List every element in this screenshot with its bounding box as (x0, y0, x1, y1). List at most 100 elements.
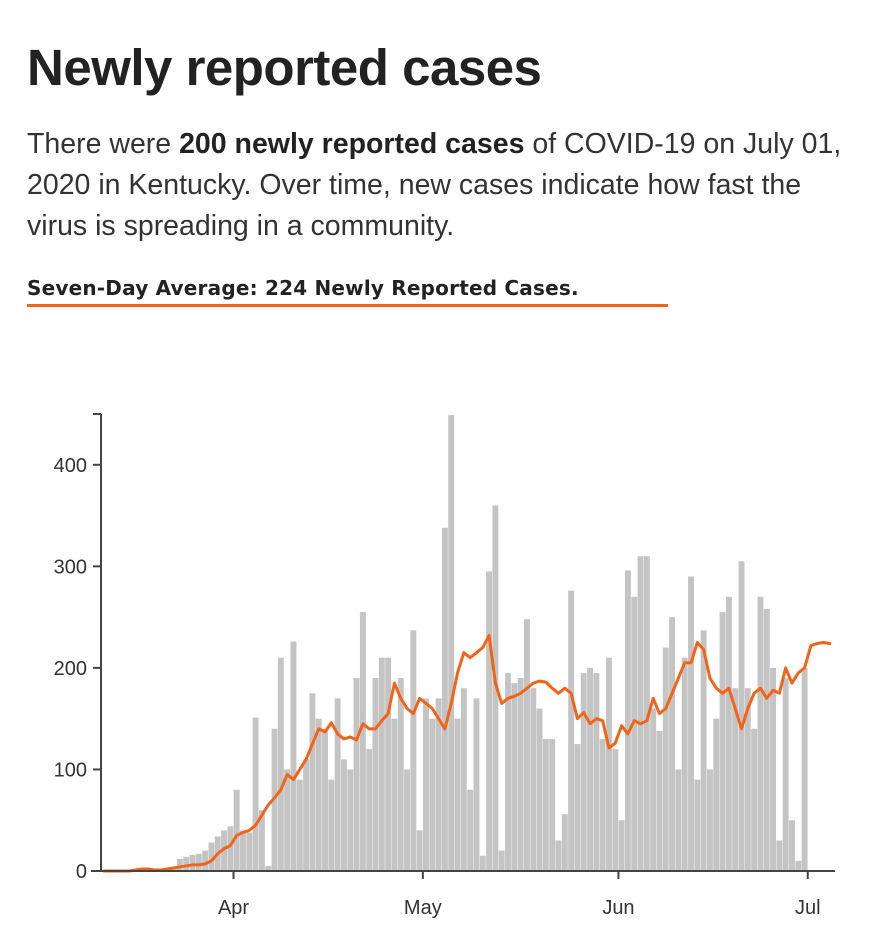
bar (258, 810, 265, 871)
bar (353, 678, 360, 871)
bar (423, 698, 429, 871)
seven-day-average-label: Seven-Day Average: 224 Newly Reported Ca… (27, 276, 579, 300)
bar (624, 570, 631, 871)
bar (542, 738, 549, 871)
bar (523, 619, 530, 871)
average-line (102, 633, 832, 873)
bar (713, 718, 720, 871)
bar (189, 854, 196, 871)
bar (631, 596, 638, 871)
bar (511, 683, 518, 871)
bar (669, 617, 676, 871)
bar (309, 693, 316, 871)
bar (277, 657, 284, 871)
bar (252, 717, 259, 871)
bar (662, 647, 669, 871)
summary-part-1: There were (27, 128, 180, 160)
bar (492, 505, 499, 871)
bar (700, 630, 707, 871)
bar (486, 571, 493, 871)
bar (233, 789, 240, 871)
bar (246, 832, 253, 871)
bar (290, 641, 297, 871)
bar (410, 630, 417, 871)
bar (795, 860, 802, 871)
bar (176, 858, 183, 871)
bar (378, 657, 385, 871)
bar (587, 667, 594, 871)
y-tick-label: 100 (54, 759, 87, 781)
bar (599, 738, 606, 871)
bar (694, 779, 701, 871)
bar (580, 672, 587, 871)
bar (328, 779, 335, 871)
average-line-series (102, 633, 832, 873)
bar (347, 769, 354, 871)
bar (789, 820, 795, 871)
summary-highlight: 200 newly reported cases (179, 128, 525, 160)
bar (315, 718, 322, 871)
bar (782, 678, 789, 871)
bar (568, 590, 575, 871)
bar (366, 749, 373, 871)
page-title: Newly reported cases (27, 39, 542, 96)
y-tick-label: 0 (76, 861, 87, 883)
bar (517, 678, 524, 871)
bar (397, 678, 404, 871)
chart-axes: 0 100 200 300 400 Apr May Jun Jul (54, 413, 835, 919)
bar (221, 830, 228, 871)
bar (763, 608, 770, 871)
summary-part-2: of COVID-19 on July 01, 2020 in Kentucky… (27, 128, 842, 242)
bar (561, 814, 568, 871)
bar (738, 561, 745, 871)
bar (681, 657, 688, 871)
y-tick-label: 200 (54, 658, 87, 680)
bar (593, 672, 600, 871)
bar (265, 865, 272, 871)
bar (549, 738, 556, 871)
bar (473, 698, 480, 871)
bar (340, 759, 347, 871)
bar (505, 672, 511, 871)
x-tick-label: Apr (218, 897, 249, 919)
bar (479, 855, 486, 871)
bar (391, 718, 398, 871)
bar (744, 688, 751, 871)
bar (303, 759, 310, 871)
bar (656, 730, 663, 871)
bar (706, 769, 713, 871)
bar (555, 840, 562, 871)
bar (441, 527, 448, 871)
bar (385, 657, 392, 871)
x-tick-label: Jul (795, 897, 821, 919)
bar (435, 698, 442, 871)
bar (454, 718, 461, 871)
bar (240, 830, 246, 871)
bar (606, 657, 612, 871)
bar (404, 769, 411, 871)
x-tick-label: Jun (602, 897, 634, 919)
bar-series (132, 415, 808, 871)
bar (429, 718, 436, 871)
bar (675, 769, 682, 871)
bar (498, 850, 505, 871)
bar (359, 612, 366, 871)
bar (195, 853, 202, 871)
bar (460, 688, 467, 871)
bar (536, 708, 543, 871)
bar (416, 830, 423, 871)
bar (467, 789, 474, 871)
bar (618, 820, 625, 871)
bar (770, 667, 777, 871)
bar (732, 688, 739, 871)
bar (776, 840, 783, 871)
seven-day-average-underline (27, 304, 668, 307)
bar (801, 667, 808, 871)
summary-text: There were 200 newly reported cases of C… (27, 124, 857, 247)
bar (448, 415, 455, 871)
bar (296, 779, 303, 871)
bar (530, 688, 537, 871)
bar (719, 612, 726, 871)
bar (322, 728, 328, 871)
bar (183, 856, 190, 871)
